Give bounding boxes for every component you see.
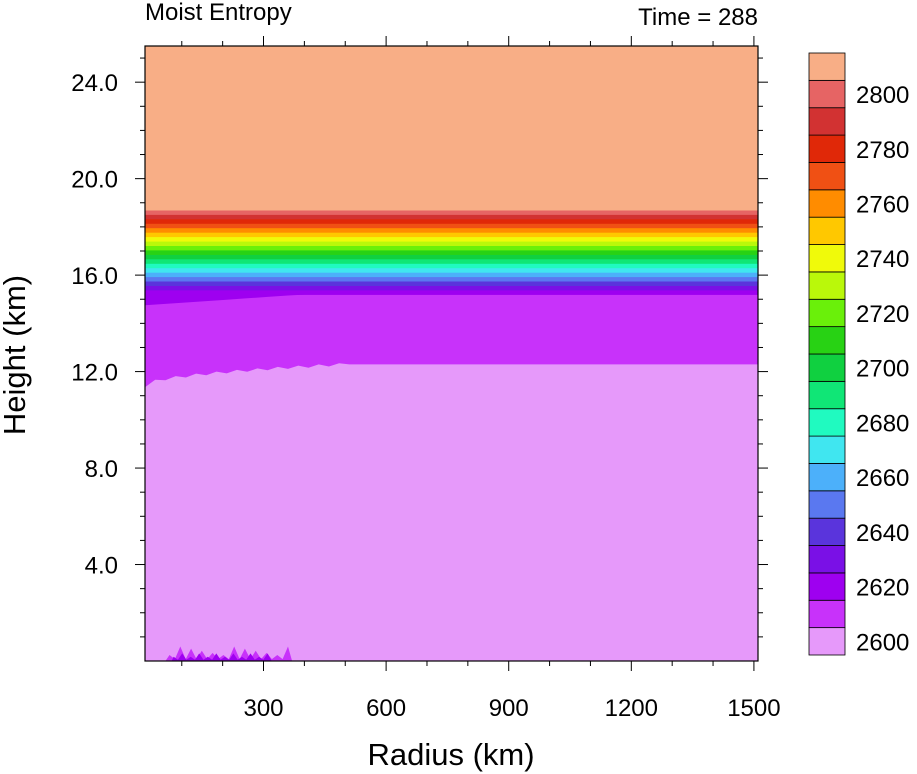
x-tick-label: 1500 — [727, 695, 780, 722]
contour-region-above-2800 — [145, 46, 758, 211]
colorbar-box — [808, 435, 846, 464]
contour-band-2740 — [145, 231, 758, 238]
colorbar-box — [808, 134, 846, 163]
colorbar-label: 2720 — [856, 301, 909, 328]
contour-band-2680 — [145, 258, 758, 264]
y-tick-label: 4.0 — [85, 553, 118, 580]
x-axis-label: Radius (km) — [367, 737, 534, 772]
colorbar-label: 2620 — [856, 575, 909, 602]
plot-frame — [144, 45, 759, 662]
colorbar-box — [808, 271, 846, 300]
colorbar-box — [808, 599, 846, 629]
y-tick-label: 20.0 — [71, 167, 118, 194]
colorbar-box — [808, 408, 846, 437]
y-tick-label: 8.0 — [85, 456, 118, 483]
colorbar-box — [808, 353, 846, 382]
contour-band-2730 — [145, 236, 758, 242]
contour-band-2650 — [145, 271, 758, 278]
colorbar-label: 2780 — [856, 137, 909, 164]
colorbar-box — [808, 517, 846, 546]
colorbar-label: 2760 — [856, 192, 909, 219]
contour-band-2620 — [145, 285, 758, 291]
y-tick-label: 12.0 — [71, 360, 118, 387]
colorbar-box — [808, 380, 846, 410]
contour-band-2790 — [145, 209, 758, 215]
colorbar-box — [808, 79, 846, 109]
axes: 300 600 900 1200 1500 4.0 8.0 12.0 16.0 20.0 24.0 — [71, 36, 781, 722]
chart-title-right: Time = 288 — [638, 4, 758, 31]
colorbar-box — [808, 162, 846, 191]
contour-band-2630 — [145, 280, 758, 286]
x-tick-label: 1200 — [605, 695, 658, 722]
contour-band-2610 — [145, 289, 758, 295]
contour-band-2700 — [145, 249, 758, 255]
colorbar-box — [808, 189, 846, 218]
contour-band-2780 — [145, 213, 758, 220]
chart-title-left: Moist Entropy — [145, 0, 292, 26]
colorbar-box — [808, 326, 846, 355]
contour-region-2600-2610 — [145, 294, 758, 388]
contour-band-2750 — [145, 227, 758, 233]
colorbar-box — [808, 244, 846, 273]
x-tick-label: 300 — [243, 695, 283, 722]
colorbar-box — [808, 490, 846, 519]
contour-band-2770 — [145, 218, 758, 224]
contour-band-2660 — [145, 267, 758, 273]
colorbar-box — [808, 572, 846, 601]
colorbar-box — [808, 298, 846, 328]
colorbar-label: 2600 — [856, 629, 909, 656]
colorbar-box — [808, 107, 846, 136]
colorbar-box — [808, 627, 846, 656]
x-tick-label: 900 — [489, 695, 529, 722]
contour-band-2670 — [145, 262, 758, 269]
contour-band-2690 — [145, 253, 758, 260]
contour-band-2710 — [145, 245, 758, 251]
contour-band-2720 — [145, 240, 758, 246]
surface-perturbation-inner — [171, 653, 272, 661]
y-tick-label: 24.0 — [71, 70, 118, 97]
colorbar-label: 2740 — [856, 246, 909, 273]
colorbar-box — [808, 52, 846, 81]
plot-area — [145, 46, 758, 661]
x-tick-label: 600 — [366, 695, 406, 722]
colorbar-label: 2640 — [856, 520, 909, 547]
colorbar-box — [808, 216, 846, 245]
colorbar-label: 2680 — [856, 410, 909, 437]
contour-band-2760 — [145, 222, 758, 229]
contour-band-2640 — [145, 276, 758, 282]
colorbar-label: 2700 — [856, 356, 909, 383]
colorbar-label: 2800 — [856, 82, 909, 109]
colorbar-box — [808, 545, 846, 574]
y-tick-label: 16.0 — [71, 263, 118, 290]
contour-fields — [145, 46, 758, 661]
colorbar-box — [808, 463, 846, 492]
y-axis-label: Height (km) — [0, 275, 32, 435]
colorbar: 2600 2620 2640 2660 2680 2700 2720 2740 2760 2780… — [808, 52, 909, 656]
colorbar-label: 2660 — [856, 465, 909, 492]
